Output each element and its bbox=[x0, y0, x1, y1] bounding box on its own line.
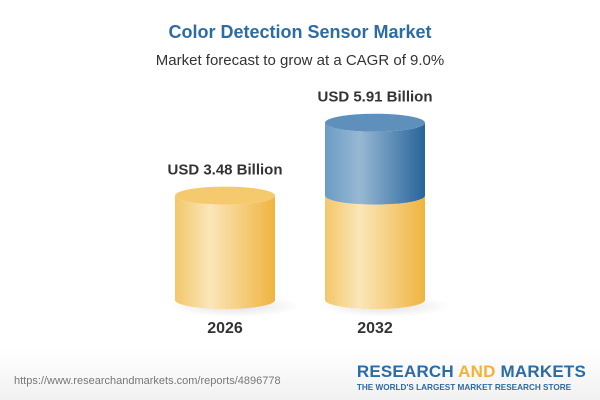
bar-base-segment bbox=[325, 195, 425, 309]
logo-tagline: THE WORLD'S LARGEST MARKET RESEARCH STOR… bbox=[356, 383, 572, 392]
bar-base-segment bbox=[175, 195, 275, 309]
bar-growth-segment bbox=[325, 122, 425, 205]
x-tick-label: 2026 bbox=[207, 320, 243, 337]
source-url[interactable]: https://www.researchandmarkets.com/repor… bbox=[14, 375, 281, 387]
x-tick-label: 2032 bbox=[357, 320, 393, 337]
chart-title: Color Detection Sensor Market bbox=[168, 22, 432, 42]
data-label: USD 3.48 Billion bbox=[167, 162, 282, 179]
logo: RESEARCH AND MARKETS THE WORLD'S LARGEST… bbox=[356, 362, 586, 392]
cylinder-chart: USD 3.48 Billion 2026 USD 5.91 Billion 2032 bbox=[167, 89, 450, 337]
footer bbox=[0, 350, 600, 400]
bar-top bbox=[325, 113, 425, 132]
chart-subtitle: Market forecast to grow at a CAGR of 9.0… bbox=[155, 52, 445, 69]
data-label: USD 5.91 Billion bbox=[317, 89, 432, 106]
bar-top bbox=[175, 186, 275, 205]
